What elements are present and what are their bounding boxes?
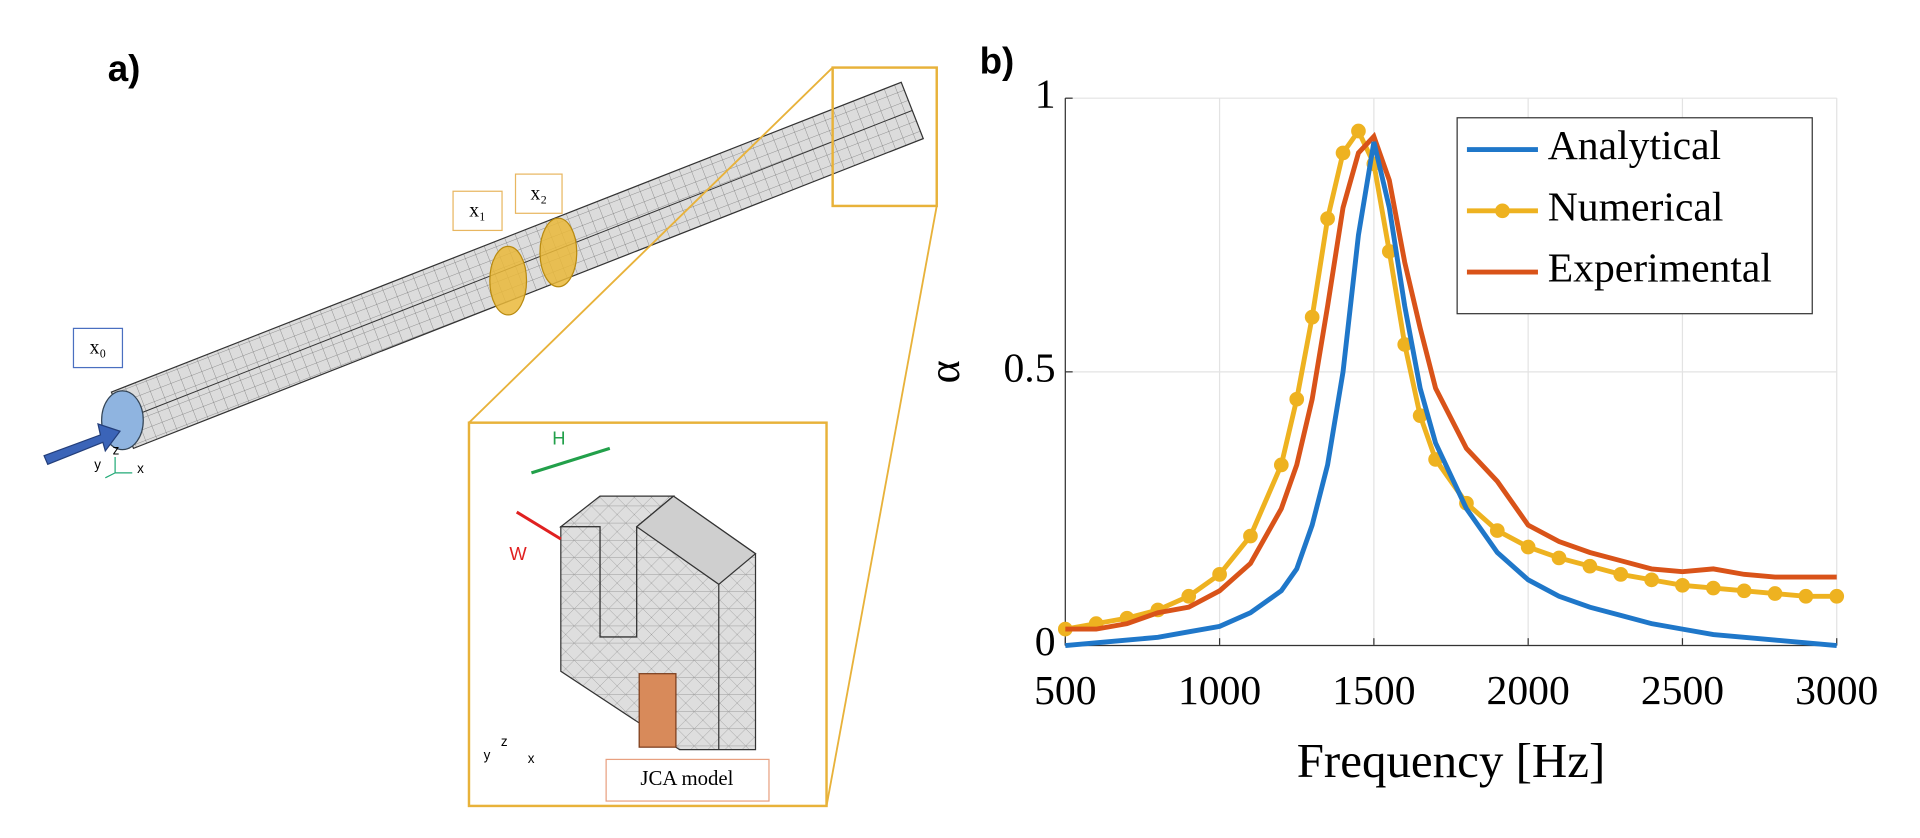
series-marker xyxy=(1412,408,1428,423)
mic-label: x₁ xyxy=(469,201,486,222)
series-marker xyxy=(1551,550,1567,566)
label-box xyxy=(72,327,124,369)
dimension-arrow xyxy=(530,446,611,475)
series-marker xyxy=(1829,588,1845,604)
series-line xyxy=(1065,131,1837,632)
legend-marker xyxy=(1495,203,1510,219)
panel-label: a) xyxy=(108,48,141,89)
legend-label: Analytical xyxy=(1548,123,1721,169)
series-marker xyxy=(1582,558,1598,574)
x-tick-label: 2500 xyxy=(1641,668,1724,714)
chart: 500 1000 1500 2000 2500 3000 0 0.5 1 Frequency [H… xyxy=(920,72,1878,788)
inlet-label: x₀ xyxy=(90,338,107,359)
axis-label: x xyxy=(528,751,535,766)
series-marker xyxy=(1675,577,1690,593)
x-tick-label: 3000 xyxy=(1795,668,1878,714)
series-marker xyxy=(1289,391,1305,407)
zoom-box xyxy=(831,66,938,208)
series-marker xyxy=(1767,586,1783,601)
x-tick-label: 500 xyxy=(1034,668,1096,714)
series-marker xyxy=(1243,528,1258,544)
mic-label: x₂ xyxy=(530,183,547,204)
series-marker xyxy=(1304,309,1320,325)
axis-label: y xyxy=(94,457,101,472)
series-line xyxy=(1065,141,1837,648)
series-marker xyxy=(1351,123,1366,139)
zoom-line xyxy=(825,205,938,807)
dimension-label: H xyxy=(552,428,565,449)
axis-label: z xyxy=(113,442,120,457)
series-marker xyxy=(1489,523,1505,538)
mic-section xyxy=(539,217,578,288)
dimension-arrow xyxy=(515,510,562,541)
zoom-line xyxy=(468,66,834,424)
y-tick-label: 0.5 xyxy=(1003,345,1055,391)
mic-section xyxy=(489,245,528,316)
label-box xyxy=(514,173,563,214)
series-marker xyxy=(1381,244,1397,259)
x-axis-label: Frequency [Hz] xyxy=(1297,733,1606,788)
axis-label: z xyxy=(501,734,508,749)
legend-label: Numerical xyxy=(1548,184,1724,230)
x-tick-label: 1000 xyxy=(1178,668,1261,714)
dimension-label: W xyxy=(509,543,527,564)
y-tick-label: 0 xyxy=(1035,619,1056,665)
series-marker xyxy=(1397,337,1413,352)
porous-layer xyxy=(638,673,677,748)
model-label: JCA model xyxy=(640,766,733,790)
series-marker xyxy=(1335,145,1351,161)
series-marker xyxy=(1181,588,1197,604)
y-tick-label: 1 xyxy=(1035,72,1056,118)
series-marker xyxy=(1798,588,1814,604)
legend-label: Experimental xyxy=(1548,246,1772,292)
series-marker xyxy=(1520,539,1536,555)
cavity-top xyxy=(635,495,757,586)
series-marker xyxy=(1736,583,1752,599)
axis-label: x xyxy=(137,461,144,476)
series-marker xyxy=(1212,567,1227,582)
series-marker xyxy=(1273,457,1289,473)
series-marker xyxy=(1613,567,1629,582)
triad xyxy=(105,456,133,479)
axis-label: y xyxy=(484,747,491,762)
x-tick-label: 1500 xyxy=(1332,668,1415,714)
label-box xyxy=(605,758,770,802)
series-marker xyxy=(1705,580,1721,596)
series-marker xyxy=(1644,572,1659,588)
series-marker xyxy=(1320,211,1335,226)
inlet-arrow xyxy=(43,422,121,466)
panel-label: b) xyxy=(980,41,1015,82)
y-axis-label: α xyxy=(920,360,969,383)
label-box xyxy=(452,190,503,232)
x-tick-label: 2000 xyxy=(1487,668,1570,714)
